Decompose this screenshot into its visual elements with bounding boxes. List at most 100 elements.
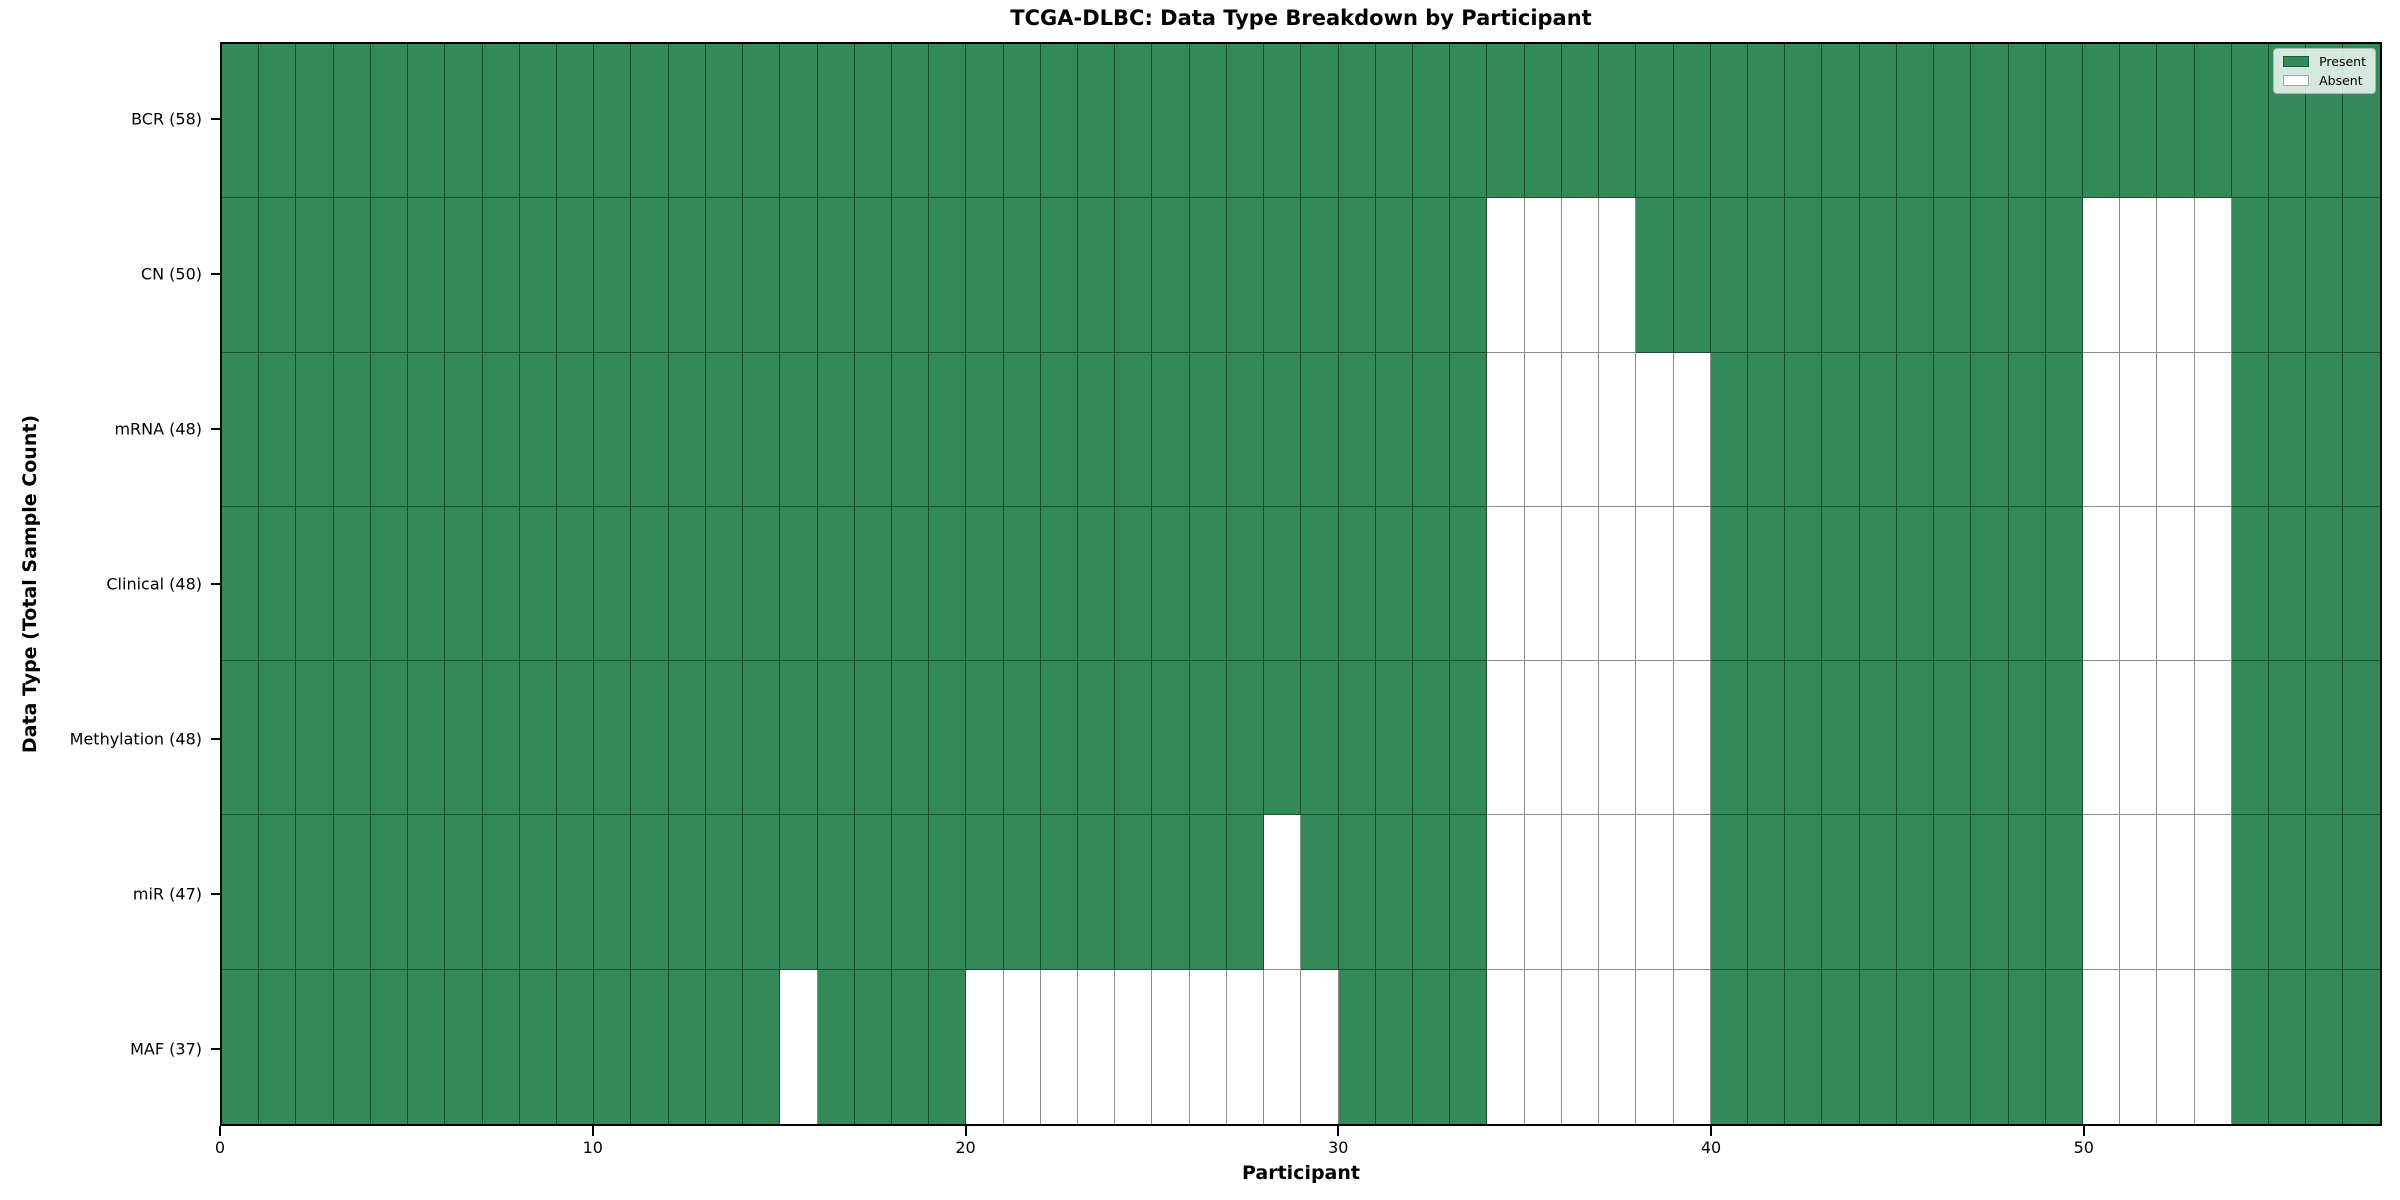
y-tick-label: MAF (37) (130, 1039, 202, 1059)
heatmap-cell (2082, 661, 2121, 816)
heatmap-cell (1152, 661, 1190, 816)
heatmap-cell (2008, 815, 2046, 970)
heatmap-cell (2082, 198, 2121, 353)
heatmap-cell (1673, 352, 1711, 507)
heatmap-cell (1859, 661, 1897, 816)
heatmap-cell (445, 661, 483, 816)
heatmap-cell (2008, 506, 2046, 662)
heatmap-cell (1859, 198, 1897, 353)
heatmap-cell (1636, 198, 1674, 353)
heatmap-cell (2231, 198, 2270, 353)
heatmap-cell (1859, 506, 1897, 662)
y-tick-label: mRNA (48) (114, 419, 202, 439)
heatmap-cell (556, 969, 595, 1124)
heatmap-cell (445, 969, 483, 1124)
heatmap-cell (2194, 661, 2232, 816)
heatmap-cell (2269, 661, 2307, 816)
heatmap-cell (2082, 969, 2121, 1124)
heatmap-cell (1450, 661, 1488, 816)
heatmap-cell (929, 661, 967, 816)
heatmap-cell (1375, 506, 1413, 662)
heatmap-cell (743, 352, 781, 507)
heatmap-cell (2120, 198, 2158, 353)
heatmap-cell (1078, 44, 1116, 199)
y-tick-label: Methylation (48) (69, 729, 202, 749)
heatmap-cell (780, 352, 818, 507)
heatmap-cell (1599, 198, 1637, 353)
heatmap-cell (1934, 661, 1972, 816)
heatmap-cell (2343, 969, 2380, 1124)
heatmap-cell (1226, 198, 1265, 353)
heatmap-cell (2231, 969, 2270, 1124)
heatmap-cell (2269, 506, 2307, 662)
heatmap-cell (1673, 506, 1711, 662)
heatmap-cell (705, 44, 744, 199)
heatmap-cell (408, 661, 446, 816)
heatmap-cell (1710, 815, 1748, 970)
y-tick-mark (211, 583, 220, 585)
heatmap-cell (1189, 661, 1227, 816)
heatmap-cell (445, 198, 483, 353)
heatmap-cell (1226, 815, 1265, 970)
heatmap-cell (1487, 352, 1525, 507)
heatmap-row (222, 198, 2380, 353)
heatmap-cell (929, 969, 967, 1124)
heatmap-cell (1152, 969, 1190, 1124)
heatmap-cell (966, 44, 1004, 199)
heatmap-cell (854, 352, 892, 507)
heatmap-cell (1971, 506, 2009, 662)
heatmap-cell (854, 815, 892, 970)
heatmap-cell (2008, 198, 2046, 353)
heatmap-cell (222, 44, 260, 199)
heatmap-cell (2008, 352, 2046, 507)
x-axis: 0 10 20 30 40 50 (215, 1126, 2382, 1172)
heatmap-cell (1561, 44, 1600, 199)
heatmap-cell (743, 815, 781, 970)
heatmap-row (222, 969, 2380, 1124)
heatmap-cell (631, 661, 669, 816)
heatmap-cell (1115, 352, 1153, 507)
heatmap-cell (259, 198, 297, 353)
heatmap-cell (296, 969, 334, 1124)
plot-area: Present Absent (220, 42, 2382, 1126)
heatmap-cell (1040, 815, 1079, 970)
heatmap-cell (929, 352, 967, 507)
heatmap-cell (1934, 44, 1972, 199)
heatmap-cell (1301, 969, 1339, 1124)
x-tick-label: 20 (955, 1138, 976, 1157)
heatmap-cell (222, 661, 260, 816)
heatmap-cell (1934, 352, 1972, 507)
y-tick-mark (211, 1047, 220, 1050)
heatmap-cell (1338, 815, 1376, 970)
legend: Present Absent (2273, 48, 2376, 94)
heatmap-cell (519, 661, 557, 816)
heatmap-cell (1264, 352, 1302, 507)
heatmap-cell (333, 506, 371, 662)
heatmap-cell (2120, 815, 2158, 970)
heatmap-cell (1710, 969, 1748, 1124)
heatmap-cell (668, 815, 706, 970)
heatmap-cell (1822, 506, 1860, 662)
heatmap-cell (891, 352, 930, 507)
heatmap-cell (1338, 661, 1376, 816)
heatmap-cell (1301, 198, 1339, 353)
heatmap-cell (1524, 661, 1562, 816)
heatmap-cell (1115, 44, 1153, 199)
heatmap-cell (2343, 198, 2380, 353)
y-tick-label: BCR (58) (131, 109, 202, 129)
y-tick-mark (211, 118, 220, 121)
heatmap-cell (1636, 969, 1674, 1124)
heatmap-cell (1375, 352, 1413, 507)
heatmap-cell (2306, 661, 2344, 816)
heatmap-cell (1822, 969, 1860, 1124)
heatmap-cell (519, 198, 557, 353)
heatmap-cell (296, 352, 334, 507)
heatmap-cell (1301, 815, 1339, 970)
heatmap-cell (408, 969, 446, 1124)
heatmap-cell (891, 44, 930, 199)
heatmap-cell (780, 969, 818, 1124)
heatmap-cell (1747, 352, 1786, 507)
heatmap-cell (408, 506, 446, 662)
heatmap-cell (1264, 969, 1302, 1124)
heatmap-cell (966, 815, 1004, 970)
